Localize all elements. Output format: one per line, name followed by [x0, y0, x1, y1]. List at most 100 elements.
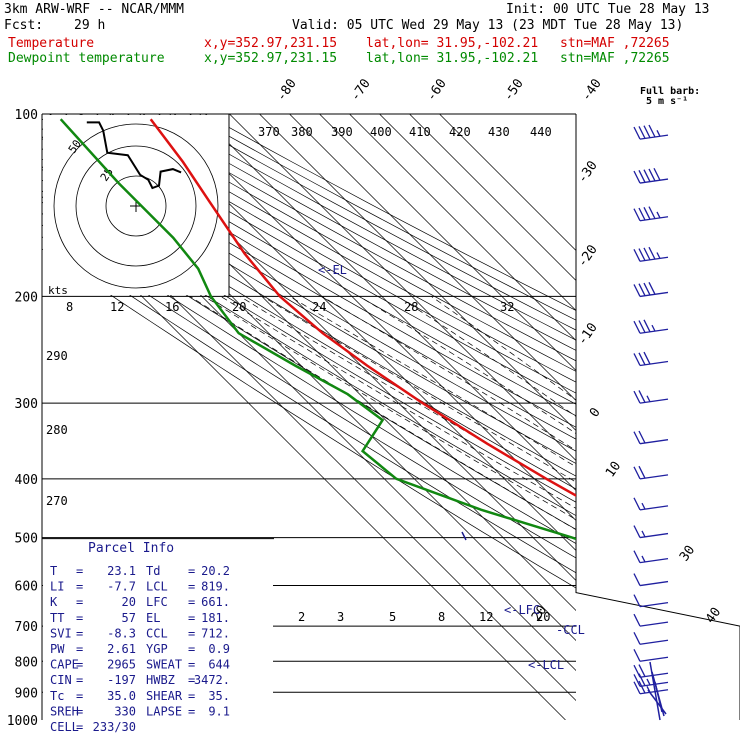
wind-barb-full — [638, 465, 646, 479]
param-name: Tc — [50, 689, 64, 703]
wind-barb-full — [633, 208, 641, 222]
isotherm — [229, 114, 576, 461]
wind-barb-full — [633, 674, 641, 687]
mixing-ratio-line — [731, 586, 740, 720]
dry-adiabat — [42, 248, 576, 589]
pressure-label-700: 700 — [15, 620, 38, 635]
wind-barb-full — [643, 169, 651, 182]
param-value: 9.1 — [208, 704, 230, 718]
param-name: LAPSE — [146, 704, 182, 718]
dewpoint-profile — [59, 118, 576, 541]
theta-label-280: 280 — [46, 423, 68, 437]
param-value: 20.2 — [201, 564, 230, 578]
wind-barb-full — [643, 319, 651, 333]
wind-barb-full — [638, 680, 646, 694]
forecast-label: Fcst: — [4, 18, 44, 33]
wind-barb-half — [646, 395, 651, 403]
moist-adiabat — [359, 296, 576, 434]
param-value: 23.1 — [107, 564, 136, 578]
dry-adiabat — [64, 114, 576, 405]
wind-barb-full — [633, 550, 641, 563]
param-eq: = — [76, 642, 83, 656]
param-value: 233/30 — [93, 720, 136, 734]
param-value: 2965 — [107, 658, 136, 672]
temp-label-40: 40 — [703, 605, 724, 626]
wind-barb-full — [633, 248, 641, 262]
param-eq: = — [188, 611, 195, 625]
knot-label-24: 24 — [312, 300, 326, 314]
knot-label-20: 20 — [232, 300, 246, 314]
param-eq: = — [188, 564, 195, 578]
param-eq: = — [188, 580, 195, 594]
dry-adiabat — [42, 179, 576, 503]
param-value: 2.61 — [107, 642, 136, 656]
hodograph-units: kts — [48, 284, 68, 297]
param-value: 661. — [201, 595, 230, 609]
param-name: CAPE — [50, 658, 79, 672]
wind-barb-half — [656, 252, 661, 259]
dry-adiabat — [95, 114, 576, 383]
dry-adiabat — [42, 138, 576, 452]
mixing-label-8: 8 — [438, 610, 445, 624]
pressure-label-900: 900 — [15, 686, 38, 701]
wind-barb-full — [653, 167, 661, 181]
param-eq: = — [76, 580, 83, 594]
hodograph-ring-label-50: 50 — [66, 137, 84, 155]
param-name: HWBZ — [146, 673, 175, 687]
wind-barb-full — [638, 248, 646, 261]
param-eq: = — [188, 673, 195, 687]
param-eq: = — [76, 626, 83, 640]
dry-adiabat — [42, 118, 576, 428]
wind-barb-full — [638, 390, 646, 403]
wind-barb-staff — [639, 601, 669, 608]
wind-barb-staff — [639, 621, 669, 627]
dry-adiabat — [42, 158, 576, 477]
mixing-label-5: 5 — [389, 610, 396, 624]
param-eq: = — [188, 689, 195, 703]
init-time: Init: 00 UTC Tue 28 May 13 — [506, 2, 710, 17]
theta-label-400: 400 — [370, 125, 392, 139]
wind-barb-full — [638, 430, 646, 444]
dry-adiabat — [80, 114, 576, 394]
param-name: SVI — [50, 626, 72, 640]
lfc-marker: <-LFC — [504, 603, 540, 617]
param-value: 57 — [122, 611, 136, 625]
parcel-info-title: Parcel Info — [88, 541, 174, 556]
knot-label-12: 12 — [110, 300, 124, 314]
wind-barb-half — [651, 324, 656, 332]
param-name: SHEAR — [146, 689, 183, 703]
param-name: SREH — [50, 704, 79, 718]
temp-label--10: -10 — [575, 320, 601, 348]
moist-adiabat — [204, 296, 576, 521]
param-value: -7.7 — [107, 580, 136, 594]
isotherm — [379, 114, 576, 311]
mixing-ratio-line — [692, 586, 740, 720]
param-name: YGP — [146, 642, 168, 656]
wind-barb-full — [648, 124, 656, 138]
temp-label-top-60: -60 — [424, 76, 450, 104]
dewpoint-xy: x,y=352.97,231.15 — [204, 51, 338, 66]
param-name: CCL — [146, 626, 168, 640]
param-eq: = — [188, 595, 195, 609]
param-name: LCL — [146, 580, 168, 594]
wind-barb-half — [656, 211, 661, 219]
wind-barb-full — [633, 466, 641, 480]
isotherm — [289, 114, 576, 401]
mixing-label-20: 20 — [536, 610, 550, 624]
param-value: 712. — [201, 626, 230, 640]
wind-barb-full — [633, 320, 641, 334]
dewpoint-latlon: lat,lon= 31.95,-102.21 — [366, 51, 539, 66]
temp-label-0: 0 — [587, 405, 604, 420]
wind-barb-half — [641, 502, 646, 510]
temp-label-20: 20 — [529, 603, 550, 624]
wind-barb-full — [633, 664, 641, 678]
theta-label-430: 430 — [488, 125, 510, 139]
param-value: 35. — [208, 689, 230, 703]
param-value: -8.3 — [107, 626, 136, 640]
wind-barb-full — [643, 207, 651, 220]
param-name: EL — [146, 611, 160, 625]
param-name: Td — [146, 564, 160, 578]
wind-barb-full — [633, 648, 641, 662]
wind-barb-staff — [639, 580, 669, 587]
dry-adiabat — [42, 224, 576, 559]
